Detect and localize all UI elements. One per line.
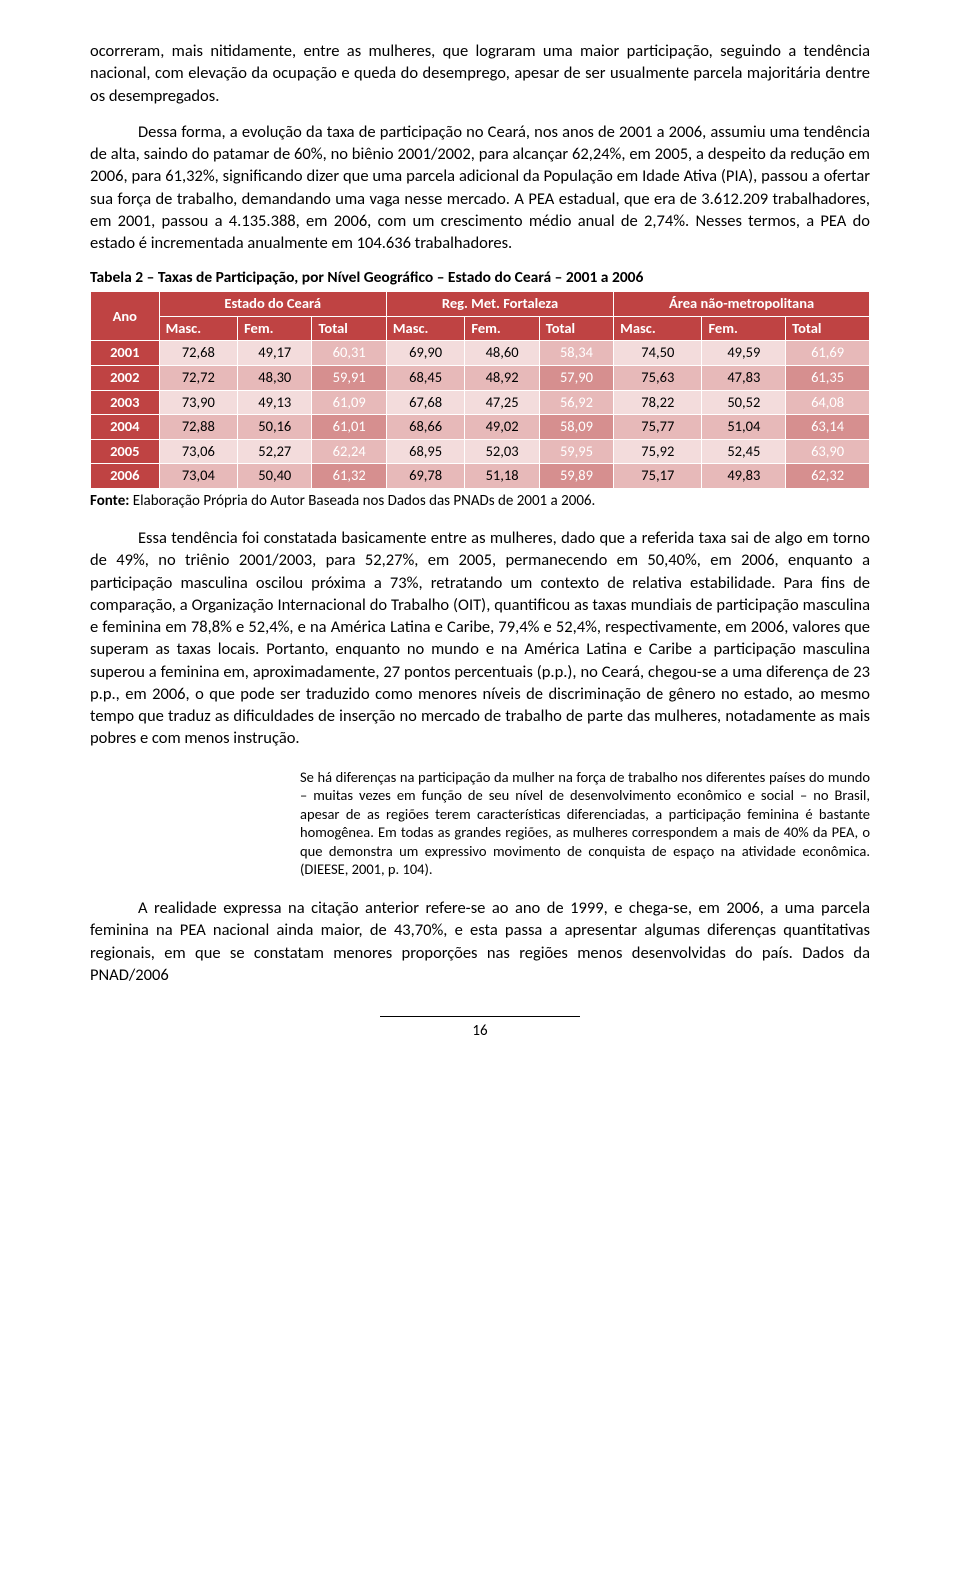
table-cell: 68,95 <box>386 439 465 464</box>
paragraph-1: ocorreram, mais nitidamente, entre as mu… <box>90 40 870 107</box>
paragraph-3: Essa tendência foi constatada basicament… <box>90 527 870 750</box>
table-cell: 62,24 <box>312 439 386 464</box>
subcol: Total <box>539 316 613 341</box>
subcol: Fem. <box>238 316 312 341</box>
table-cell: 59,91 <box>312 366 386 391</box>
col-group-0: Estado do Ceará <box>159 292 386 317</box>
subcol: Total <box>312 316 386 341</box>
table-cell: 73,90 <box>159 390 238 415</box>
table-cell: 57,90 <box>539 366 613 391</box>
table-cell: 61,01 <box>312 415 386 440</box>
table-cell: 58,09 <box>539 415 613 440</box>
table-row-year: 2004 <box>91 415 160 440</box>
table-cell: 56,92 <box>539 390 613 415</box>
table-cell: 72,88 <box>159 415 238 440</box>
source-label: Fonte: <box>90 492 129 510</box>
table-cell: 61,35 <box>786 366 870 391</box>
table-cell: 78,22 <box>614 390 702 415</box>
table-cell: 52,03 <box>465 439 539 464</box>
table-cell: 49,83 <box>702 464 786 489</box>
table-cell: 59,89 <box>539 464 613 489</box>
footer-divider <box>380 1016 580 1017</box>
col-group-2: Área não-metropolitana <box>614 292 870 317</box>
table-cell: 69,90 <box>386 341 465 366</box>
page-number: 16 <box>90 1021 870 1041</box>
table-cell: 74,50 <box>614 341 702 366</box>
table-row-year: 2001 <box>91 341 160 366</box>
table-row-year: 2005 <box>91 439 160 464</box>
table-cell: 61,09 <box>312 390 386 415</box>
table-cell: 73,06 <box>159 439 238 464</box>
subcol: Masc. <box>386 316 465 341</box>
table-cell: 49,13 <box>238 390 312 415</box>
table-cell: 72,68 <box>159 341 238 366</box>
table-cell: 59,95 <box>539 439 613 464</box>
table-cell: 52,45 <box>702 439 786 464</box>
table-cell: 50,16 <box>238 415 312 440</box>
table-cell: 47,83 <box>702 366 786 391</box>
table-title: Tabela 2 – Taxas de Participação, por Ní… <box>90 268 870 289</box>
table-cell: 63,90 <box>786 439 870 464</box>
subcol: Total <box>786 316 870 341</box>
table-cell: 49,59 <box>702 341 786 366</box>
table-cell: 73,04 <box>159 464 238 489</box>
table-cell: 68,45 <box>386 366 465 391</box>
col-group-1: Reg. Met. Fortaleza <box>386 292 613 317</box>
table-cell: 63,14 <box>786 415 870 440</box>
table-row-year: 2003 <box>91 390 160 415</box>
table-cell: 75,17 <box>614 464 702 489</box>
table-cell: 48,30 <box>238 366 312 391</box>
subcol: Fem. <box>702 316 786 341</box>
table-cell: 61,69 <box>786 341 870 366</box>
table-cell: 48,92 <box>465 366 539 391</box>
table-cell: 61,32 <box>312 464 386 489</box>
table-cell: 68,66 <box>386 415 465 440</box>
table-cell: 47,25 <box>465 390 539 415</box>
table-cell: 58,34 <box>539 341 613 366</box>
participation-table: Ano Estado do Ceará Reg. Met. Fortaleza … <box>90 291 870 489</box>
table-cell: 50,52 <box>702 390 786 415</box>
table-cell: 50,40 <box>238 464 312 489</box>
table-cell: 64,08 <box>786 390 870 415</box>
table-cell: 52,27 <box>238 439 312 464</box>
table-cell: 75,63 <box>614 366 702 391</box>
table-cell: 69,78 <box>386 464 465 489</box>
subcol: Fem. <box>465 316 539 341</box>
table-cell: 49,17 <box>238 341 312 366</box>
table-cell: 75,77 <box>614 415 702 440</box>
table-cell: 62,32 <box>786 464 870 489</box>
block-quote: Se há diferenças na participação da mulh… <box>300 768 870 879</box>
table-cell: 51,18 <box>465 464 539 489</box>
subcol: Masc. <box>614 316 702 341</box>
col-ano: Ano <box>91 292 160 341</box>
table-row-year: 2006 <box>91 464 160 489</box>
table-source: Fonte: Elaboração Própria do Autor Basea… <box>90 491 870 511</box>
paragraph-4: A realidade expressa na citação anterior… <box>90 897 870 986</box>
paragraph-2: Dessa forma, a evolução da taxa de parti… <box>90 121 870 255</box>
table-cell: 67,68 <box>386 390 465 415</box>
table-cell: 48,60 <box>465 341 539 366</box>
table-cell: 75,92 <box>614 439 702 464</box>
table-cell: 49,02 <box>465 415 539 440</box>
subcol: Masc. <box>159 316 238 341</box>
table-cell: 51,04 <box>702 415 786 440</box>
table-row-year: 2002 <box>91 366 160 391</box>
source-text: Elaboração Própria do Autor Baseada nos … <box>129 492 595 510</box>
table-cell: 72,72 <box>159 366 238 391</box>
table-cell: 60,31 <box>312 341 386 366</box>
